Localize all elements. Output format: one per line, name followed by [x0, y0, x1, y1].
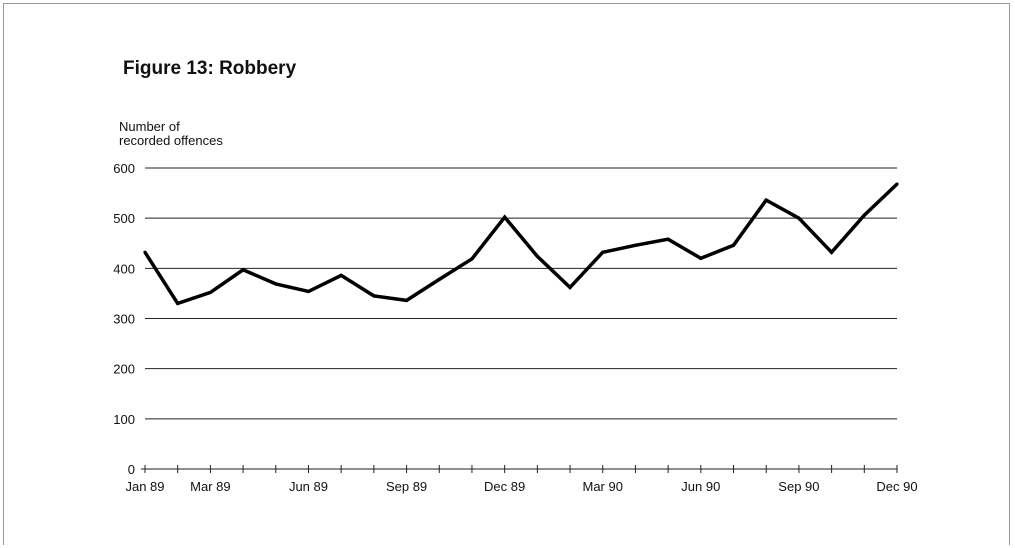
data-point [764, 198, 768, 202]
x-tick-label: Jan 89 [125, 479, 164, 494]
y-tick-label: 0 [128, 462, 135, 477]
y-axis-label-line-2: recorded offences [119, 133, 223, 148]
data-point [339, 273, 343, 277]
y-axis-label: Number of recorded offences [119, 120, 223, 148]
x-tick-label: Dec 89 [484, 479, 525, 494]
y-tick-label: 500 [113, 211, 135, 226]
data-point [503, 215, 507, 219]
data-point [895, 182, 899, 186]
data-point [437, 277, 441, 281]
x-tick-label: Sep 90 [778, 479, 819, 494]
gridlines [145, 167, 897, 420]
x-tick-label: Mar 90 [583, 479, 623, 494]
data-point [372, 294, 376, 298]
series-group [143, 182, 899, 306]
x-tick-label: Jun 90 [681, 479, 720, 494]
y-tick-label: 200 [113, 362, 135, 377]
data-point [274, 282, 278, 286]
data-point [862, 213, 866, 217]
data-point [568, 285, 572, 289]
data-point [176, 301, 180, 306]
data-point [830, 250, 834, 254]
data-point [666, 237, 670, 241]
figure-frame [3, 3, 1010, 545]
data-point [306, 289, 311, 294]
data-point [241, 268, 245, 272]
data-point [731, 243, 736, 247]
y-tick-label: 400 [113, 261, 135, 276]
y-axis-label-line-1: Number of [119, 119, 180, 134]
series-line [143, 182, 899, 306]
x-tick-label: Jun 89 [289, 479, 328, 494]
data-point [208, 290, 212, 295]
x-tick-label: Mar 89 [190, 479, 230, 494]
x-tick-label: Sep 89 [386, 479, 427, 494]
data-point [601, 250, 605, 254]
data-point [404, 298, 409, 303]
chart-title: Figure 13: Robbery [123, 58, 297, 79]
x-axis: Jan 89 Mar 89 Jun 89 Sep 89 Dec 89 Mar 90 Jun … [125, 465, 918, 494]
x-tick-label: Dec 90 [876, 479, 917, 494]
data-point [797, 216, 801, 220]
data-point [470, 257, 474, 261]
y-tick-label: 300 [113, 312, 135, 327]
data-point [535, 254, 539, 258]
y-tick-label: 100 [113, 412, 135, 427]
y-axis-ticks: 0 100 200 300 400 500 600 [113, 161, 135, 477]
data-point [633, 243, 638, 247]
y-tick-label: 600 [113, 161, 135, 176]
data-point [699, 256, 703, 260]
data-point [143, 250, 147, 254]
